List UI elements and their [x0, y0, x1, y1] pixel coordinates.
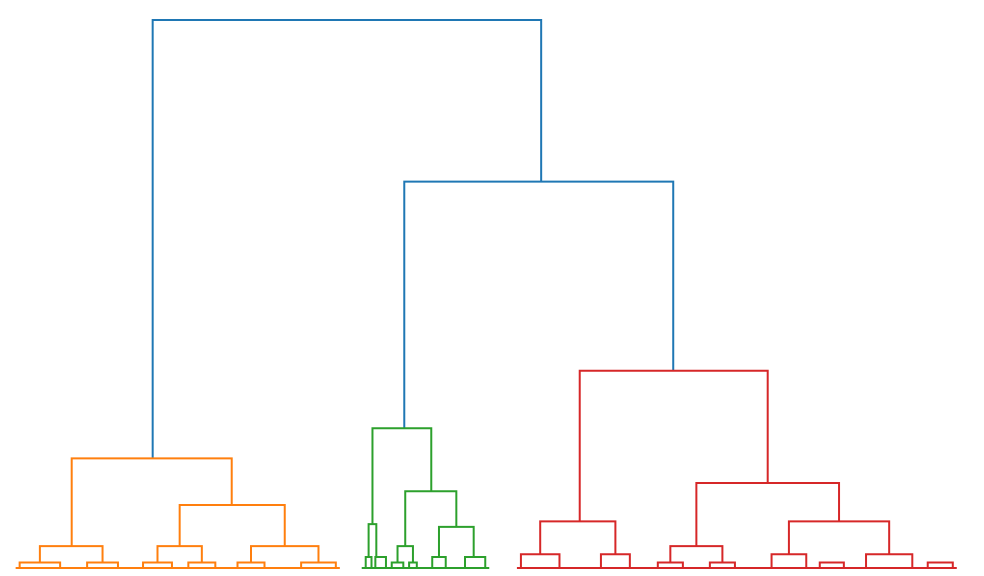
dendrogram-link-24 [578, 369, 769, 522]
dendrogram-link-5 [156, 545, 203, 563]
dendrogram-link-3 [178, 503, 286, 547]
dendrogram-link-23 [408, 561, 418, 568]
dendrogram-link-16 [367, 523, 378, 558]
dendrogram-link-27 [787, 520, 891, 555]
dendrogram-link-30 [599, 553, 631, 568]
dendrogram-link-35 [818, 561, 845, 568]
dendrogram-link-32 [865, 553, 914, 568]
dendrogram-link-36 [926, 561, 954, 568]
dendrogram-links [15, 19, 957, 569]
dendrogram-link-4 [38, 545, 104, 563]
dendrogram-link-0 [151, 19, 543, 459]
dendrogram-link-7 [18, 561, 62, 568]
dendrogram-link-25 [695, 482, 841, 547]
dendrogram-link-10 [187, 561, 217, 568]
dendrogram-link-19 [364, 556, 373, 568]
dendrogram-link-14 [404, 490, 458, 547]
dendrogram-link-28 [669, 545, 724, 563]
dendrogram-link-12 [300, 561, 337, 568]
dendrogram-link-6 [250, 545, 320, 563]
dendrogram-link-21 [464, 556, 487, 568]
dendrogram-link-20 [431, 556, 447, 568]
dendrogram-link-13 [371, 427, 433, 525]
dendrogram-link-17 [396, 545, 414, 563]
dendrogram-link-15 [437, 525, 475, 558]
dendrogram-link-34 [708, 561, 736, 568]
dendrogram-link-9 [142, 561, 173, 568]
dendrogram-link-29 [519, 553, 561, 568]
dendrogram-link-33 [656, 561, 684, 568]
dendrogram-link-8 [86, 561, 119, 568]
dendrogram-link-22 [390, 561, 405, 568]
dendrogram-link-2 [70, 457, 233, 547]
dendrogram-link-11 [236, 561, 266, 568]
dendrogram-link-26 [539, 520, 617, 555]
dendrogram-link-18 [374, 556, 387, 568]
dendrogram-link-31 [770, 553, 808, 568]
dendrogram-link-1 [403, 180, 675, 429]
